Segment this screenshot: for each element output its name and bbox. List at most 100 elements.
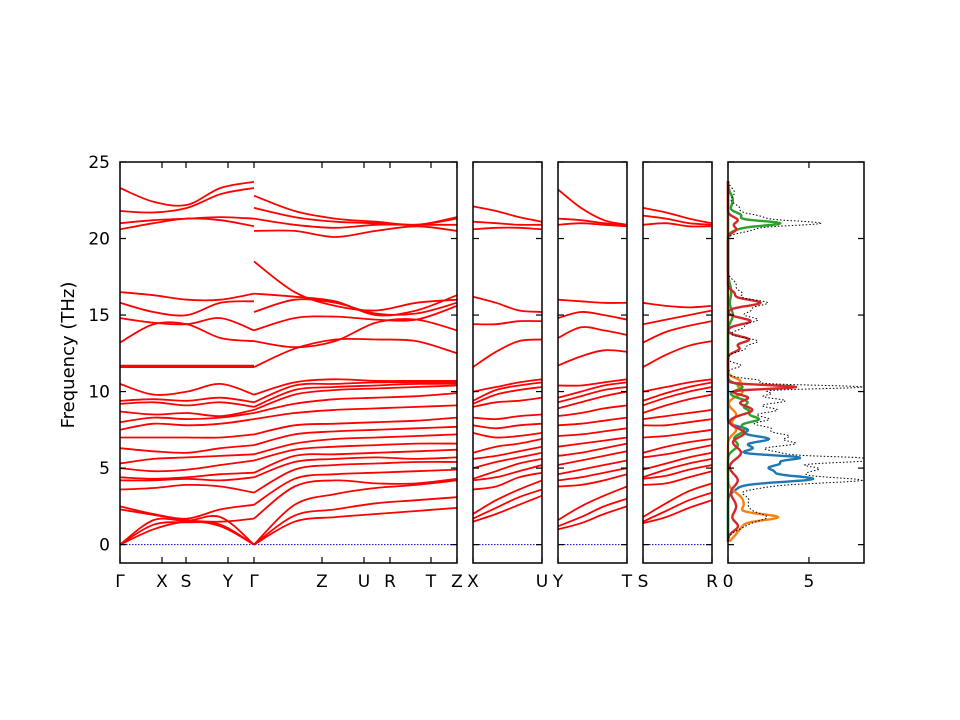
phonon-branch bbox=[642, 207, 713, 225]
x-tick-label: S bbox=[181, 572, 192, 592]
phonon-branch bbox=[253, 381, 457, 404]
phonon-branch bbox=[119, 291, 255, 302]
phonon-branch bbox=[557, 311, 628, 321]
phonon-branch bbox=[642, 320, 713, 344]
phonon-branch bbox=[253, 207, 458, 226]
phonon-branch bbox=[253, 382, 458, 408]
phonon-branch bbox=[642, 491, 713, 523]
x-tick-label: T bbox=[425, 572, 437, 592]
phonon-branch bbox=[253, 392, 458, 414]
phonon-branch bbox=[472, 458, 543, 480]
phonon-branch bbox=[119, 444, 255, 454]
phonon-branch bbox=[253, 479, 458, 546]
phonon-branch bbox=[119, 217, 255, 231]
phonon-branch bbox=[472, 488, 543, 520]
y-tick-label: 0 bbox=[99, 536, 110, 556]
phonon-branch bbox=[642, 393, 713, 414]
phonon-branch bbox=[557, 497, 628, 528]
phonon-branch bbox=[119, 471, 255, 480]
phonon-branch bbox=[253, 448, 458, 474]
phonon-branch bbox=[253, 318, 458, 349]
phonon-branch bbox=[557, 381, 628, 399]
phonon-branch bbox=[253, 456, 458, 479]
phonon-branch bbox=[472, 471, 543, 491]
panel-frame bbox=[557, 161, 628, 564]
phonon-branch bbox=[557, 404, 628, 417]
phonon-branch bbox=[119, 418, 255, 431]
phonon-branch bbox=[557, 326, 628, 339]
phonon-branch bbox=[119, 483, 255, 494]
phonon-branch bbox=[472, 338, 543, 368]
phonon-branch bbox=[557, 436, 628, 448]
phonon-branch bbox=[253, 384, 458, 411]
phonon-branch bbox=[119, 396, 255, 404]
phonon-branch bbox=[642, 214, 713, 226]
phonon-branch bbox=[119, 412, 255, 424]
phonon-branch bbox=[253, 460, 458, 494]
phonon-branch bbox=[557, 349, 628, 367]
phonon-branch bbox=[472, 226, 543, 231]
y-tick-label: 5 bbox=[99, 459, 110, 479]
panel-frame bbox=[727, 161, 865, 564]
phonon-branch bbox=[472, 396, 543, 408]
x-tick-label: Z bbox=[451, 572, 463, 592]
panel-frame bbox=[119, 161, 458, 564]
x-tick-label: Γ bbox=[249, 572, 259, 592]
phonon-branch bbox=[557, 427, 628, 437]
x-tick-label: S bbox=[638, 572, 649, 592]
phonon-branch bbox=[642, 222, 713, 228]
phonon-branch bbox=[557, 467, 628, 482]
phonon-branch bbox=[642, 386, 713, 407]
phonon-branch bbox=[119, 459, 255, 473]
phonon-branch bbox=[642, 458, 713, 479]
x-tick-label: Z bbox=[316, 572, 328, 592]
phonon-branch bbox=[119, 216, 255, 225]
phonon-branch bbox=[642, 438, 713, 454]
phonon-branch bbox=[119, 476, 255, 482]
phonon-branch bbox=[119, 409, 255, 418]
phonon-branch bbox=[642, 418, 713, 427]
x-tick-label: R bbox=[384, 572, 396, 592]
phonon-branch bbox=[472, 386, 543, 405]
phonon-branch bbox=[557, 386, 628, 404]
phonon-branch bbox=[253, 225, 458, 238]
x-tick-label: X bbox=[156, 572, 168, 592]
phonon-branch bbox=[253, 442, 458, 462]
phonon-branch bbox=[472, 445, 543, 460]
phonon-branch bbox=[472, 378, 543, 393]
phonon-branch bbox=[557, 217, 628, 226]
phonon-branch bbox=[120, 433, 255, 439]
y-axis-label: Frequency (THz) bbox=[58, 282, 79, 429]
phonon-branch bbox=[557, 378, 628, 387]
phonon-branch bbox=[253, 260, 458, 312]
y-tick-label: 25 bbox=[88, 153, 110, 173]
phonon-branch bbox=[472, 438, 543, 454]
phonon-branch bbox=[253, 477, 458, 520]
phonon-branch bbox=[642, 381, 713, 402]
phonon-branch bbox=[557, 442, 628, 457]
phonon-branch bbox=[253, 496, 458, 546]
x-tick-label: R bbox=[706, 572, 718, 592]
phonon-branch bbox=[642, 444, 713, 459]
phonon-branch bbox=[557, 450, 628, 466]
phonon-branch bbox=[253, 378, 457, 396]
phonon-branch bbox=[472, 464, 543, 482]
phonon-branch bbox=[557, 416, 628, 427]
phonon-branch bbox=[642, 482, 713, 518]
phonon-branch bbox=[642, 470, 713, 486]
phonon-branch bbox=[119, 521, 255, 546]
phonon-branch bbox=[557, 485, 628, 521]
phonon-branch bbox=[253, 194, 458, 226]
dos-partial-curve bbox=[726, 180, 780, 543]
phonon-branch bbox=[557, 473, 628, 488]
phonon-branch bbox=[472, 479, 543, 515]
x-tick-label: Γ bbox=[115, 572, 125, 592]
phonon-branch bbox=[642, 309, 713, 326]
phonon-branch bbox=[472, 320, 543, 326]
phonon-branch bbox=[253, 433, 458, 456]
phonon-branch bbox=[253, 425, 458, 446]
y-tick-label: 15 bbox=[88, 306, 110, 326]
